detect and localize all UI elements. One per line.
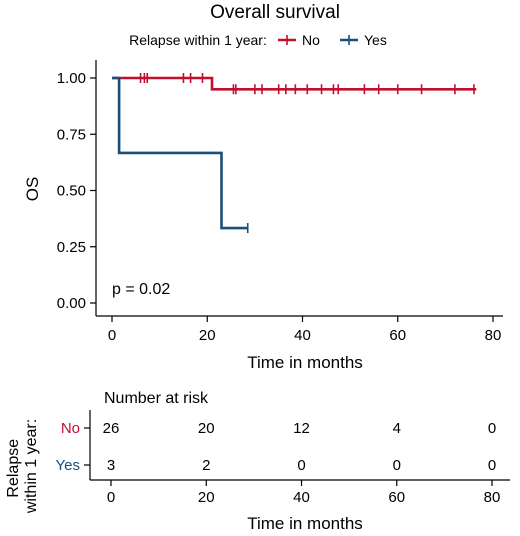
- risk-count-yes: 0: [488, 457, 496, 474]
- risk-count-no: 20: [198, 420, 215, 437]
- y-tick-label: 0.25: [57, 239, 86, 256]
- x-tick-label: 20: [199, 327, 216, 344]
- risk-table-x-axis-label: Time in months: [247, 514, 363, 533]
- x-tick-label: 40: [294, 327, 311, 344]
- legend-label-yes: Yes: [364, 32, 387, 48]
- chart-title: Overall survival: [210, 2, 340, 23]
- y-axis-label: OS: [23, 177, 42, 202]
- risk-row-label-yes: Yes: [56, 457, 80, 474]
- risk-x-tick-label: 60: [388, 489, 405, 506]
- legend-label-no: No: [302, 32, 320, 48]
- risk-count-yes: 0: [297, 457, 305, 474]
- risk-x-tick-label: 40: [293, 489, 310, 506]
- risk-table-ylabel-line-2: within 1 year:: [23, 419, 40, 514]
- survival-curve-no: [112, 76, 477, 91]
- p-value-annotation: p = 0.02: [112, 281, 170, 298]
- y-tick-label: 0.00: [57, 295, 86, 312]
- risk-count-yes: 3: [107, 457, 115, 474]
- risk-table-ylabel: Relapse within 1 year:: [5, 419, 40, 514]
- risk-x-tick-label: 0: [107, 489, 115, 506]
- y-axis-ticks: 0.00 0.25 0.50 0.75 1.00: [57, 70, 96, 312]
- x-axis-label: Time in months: [247, 353, 363, 372]
- risk-count-no: 26: [103, 420, 120, 437]
- risk-count-no: 0: [488, 420, 496, 437]
- x-tick-label: 60: [389, 327, 406, 344]
- survival-curves: [112, 73, 477, 234]
- risk-row-label-no: No: [61, 420, 80, 437]
- risk-table-x-ticks: 0 20 40 60 80: [107, 480, 501, 506]
- risk-table-ylabel-line-1: Relapse: [5, 439, 22, 498]
- risk-table-title: Number at risk: [104, 390, 209, 407]
- risk-count-no: 4: [393, 420, 401, 437]
- risk-x-tick-label: 20: [198, 489, 215, 506]
- x-tick-label: 0: [108, 327, 116, 344]
- risk-x-tick-label: 80: [484, 489, 501, 506]
- y-tick-label: 0.75: [57, 126, 86, 143]
- legend-title: Relapse within 1 year:: [129, 32, 267, 48]
- x-axis-ticks: 0 20 40 60 80: [108, 316, 502, 344]
- risk-count-no: 12: [293, 420, 310, 437]
- risk-count-yes: 2: [202, 457, 210, 474]
- x-tick-label: 80: [485, 327, 502, 344]
- risk-count-yes: 0: [393, 457, 401, 474]
- legend: No Yes: [278, 32, 387, 48]
- y-tick-label: 0.50: [57, 183, 86, 200]
- survival-curve-yes: [112, 76, 248, 230]
- y-tick-label: 1.00: [57, 70, 86, 87]
